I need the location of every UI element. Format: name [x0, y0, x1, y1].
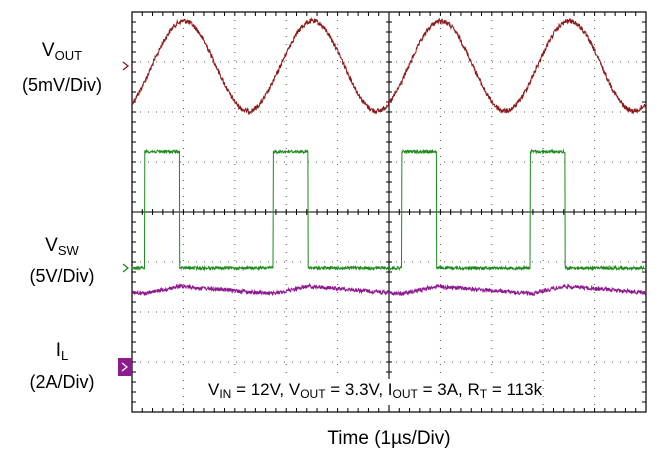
traces [131, 17, 647, 297]
channel-scale-vout: (5mV/Div) [22, 75, 102, 95]
condition-vin: VIN = 12V, [208, 380, 289, 401]
channel-scale-vsw: (5V/Div) [29, 266, 95, 286]
channel-label-il: IL [55, 340, 69, 363]
condition-rt: RT = 113k [467, 380, 543, 401]
channel-label-vout: VOUT [41, 40, 83, 63]
trace-il [131, 282, 647, 297]
channel-scale-il: (2A/Div) [29, 372, 95, 392]
condition-vout: VOUT = 3.3V, [288, 380, 388, 401]
channel-markers [118, 61, 132, 376]
marker-il-arrow-icon [121, 362, 129, 372]
graticule [131, 11, 647, 413]
x-axis-label: Time (1µs/Div) [327, 428, 451, 449]
marker-vout-icon [122, 61, 130, 71]
channel-label-vsw: VSW [45, 235, 79, 258]
marker-vsw-icon [122, 263, 130, 273]
condition-iout: IOUT = 3A, [387, 380, 468, 401]
trace-vsw [131, 148, 647, 272]
operating-conditions: VIN = 12V, VOUT = 3.3V, IOUT = 3A, RT = … [208, 379, 543, 405]
marker-il-icon [118, 358, 132, 376]
trace-vout [131, 17, 647, 116]
